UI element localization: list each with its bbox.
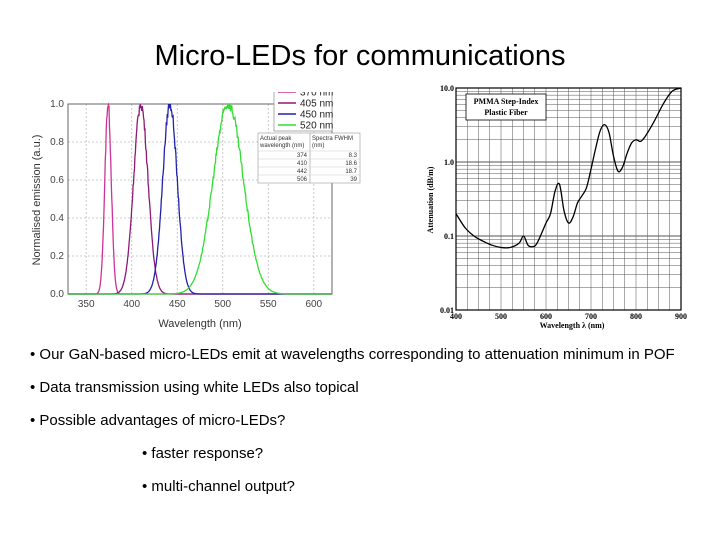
emission-x-tick-label: 550: [260, 299, 277, 310]
attenuation-y-tick-label: 1.0: [444, 158, 454, 167]
emission-legend-label: 370 nm: [300, 92, 333, 99]
attenuation-x-tick-label: 500: [495, 312, 507, 321]
attenuation-curve: [455, 87, 682, 249]
emission-x-tick-label: 450: [169, 299, 186, 310]
attenuation-y-axis-label: Attenuation (dB/m): [426, 166, 435, 233]
emission-table-cell: 506: [297, 177, 308, 183]
emission-y-tick-label: 0.8: [50, 137, 64, 148]
attenuation-x-tick-label: 900: [675, 312, 687, 321]
attenuation-grid: [455, 88, 682, 311]
emission-y-tick-label: 0.0: [50, 289, 64, 300]
emission-legend-label: 520 nm: [300, 121, 333, 132]
emission-table-cell: 18.7: [345, 169, 357, 175]
emission-x-tick-label: 350: [78, 299, 95, 310]
emission-table-header: Actual peak wavelength (nm): [259, 136, 304, 149]
emission-y-tick-label: 0.4: [50, 213, 64, 224]
emission-y-axis-label: Normalised emission (a.u.): [31, 135, 43, 266]
emission-y-tick-label: 1.0: [50, 99, 64, 110]
emission-x-tick-label: 400: [123, 299, 140, 310]
bullet-item: Possible advantages of micro-LEDs?: [30, 410, 690, 431]
emission-table-frame: [257, 132, 361, 184]
sub-bullet-item: faster response?: [142, 443, 690, 464]
emission-table-cell: 8.3: [349, 153, 358, 159]
bullet-item: Data transmission using white LEDs also …: [30, 377, 690, 398]
attenuation-ticks: 400 500 600 700 800 900 0.01 0.1 1.0 10.0: [440, 84, 687, 321]
emission-legend-label: 405 nm: [300, 99, 333, 110]
emission-y-tick-label: 0.2: [50, 251, 64, 262]
emission-x-tick-label: 500: [214, 299, 231, 310]
emission-table-cell: 374: [297, 153, 308, 159]
attenuation-title-line: PMMA Step-Index: [474, 97, 539, 106]
emission-series-405-nm: [68, 103, 332, 295]
attenuation-title-box: [465, 93, 547, 121]
emission-table-cell: 39: [350, 177, 357, 183]
bullet-list: Our GaN-based micro-LEDs emit at wavelen…: [30, 344, 690, 509]
emission-spectra-chart: 350 400 450 500 550 600 0.0 0.2 0.4 0.6 0.8 1.0 Wav…: [31, 92, 361, 330]
emission-ticks: 350 400 450 500 550 600 0.0 0.2 0.4 0.6 0.8 1.0: [50, 99, 322, 310]
emission-table-header: Spectra FWHM (nm): [312, 136, 353, 149]
slide-title: Micro-LEDs for communications: [154, 40, 566, 72]
emission-series-520-nm: [68, 103, 332, 295]
attenuation-x-tick-label: 600: [540, 312, 552, 321]
emission-x-tick-label: 600: [305, 299, 322, 310]
emission-grid: [68, 103, 332, 295]
attenuation-y-tick-label: 0.1: [444, 232, 454, 241]
emission-legend-label: 450 nm: [300, 110, 333, 121]
emission-series-450-nm: [68, 103, 332, 295]
attenuation-y-tick-label: 0.01: [440, 306, 454, 315]
attenuation-x-axis-label: Wavelength λ (nm): [540, 321, 605, 330]
attenuation-plot-frame: [455, 87, 682, 311]
attenuation-title-line: Plastic Fiber: [484, 108, 528, 117]
emission-table-cell: 18.6: [345, 161, 357, 167]
attenuation-chart: 400 500 600 700 800 900 0.01 0.1 1.0 10.0 PMMA St…: [426, 84, 687, 330]
emission-table-cell: 442: [297, 169, 308, 175]
emission-x-axis-label: Wavelength (nm): [158, 318, 241, 330]
emission-inset-table: Actual peak wavelength (nm) Spectra FWHM (n…: [257, 132, 361, 184]
attenuation-x-tick-label: 700: [585, 312, 597, 321]
bullet-item: Our GaN-based micro-LEDs emit at wavelen…: [30, 344, 690, 365]
emission-plot-frame: [67, 103, 333, 295]
attenuation-y-tick-label: 10.0: [440, 84, 454, 93]
emission-y-tick-label: 0.6: [50, 175, 64, 186]
attenuation-x-tick-label: 800: [630, 312, 642, 321]
emission-table-cell: 410: [297, 161, 308, 167]
emission-curves: [68, 102, 332, 295]
attenuation-x-tick-label: 400: [450, 312, 462, 321]
sub-bullet-item: multi-channel output?: [142, 476, 690, 497]
